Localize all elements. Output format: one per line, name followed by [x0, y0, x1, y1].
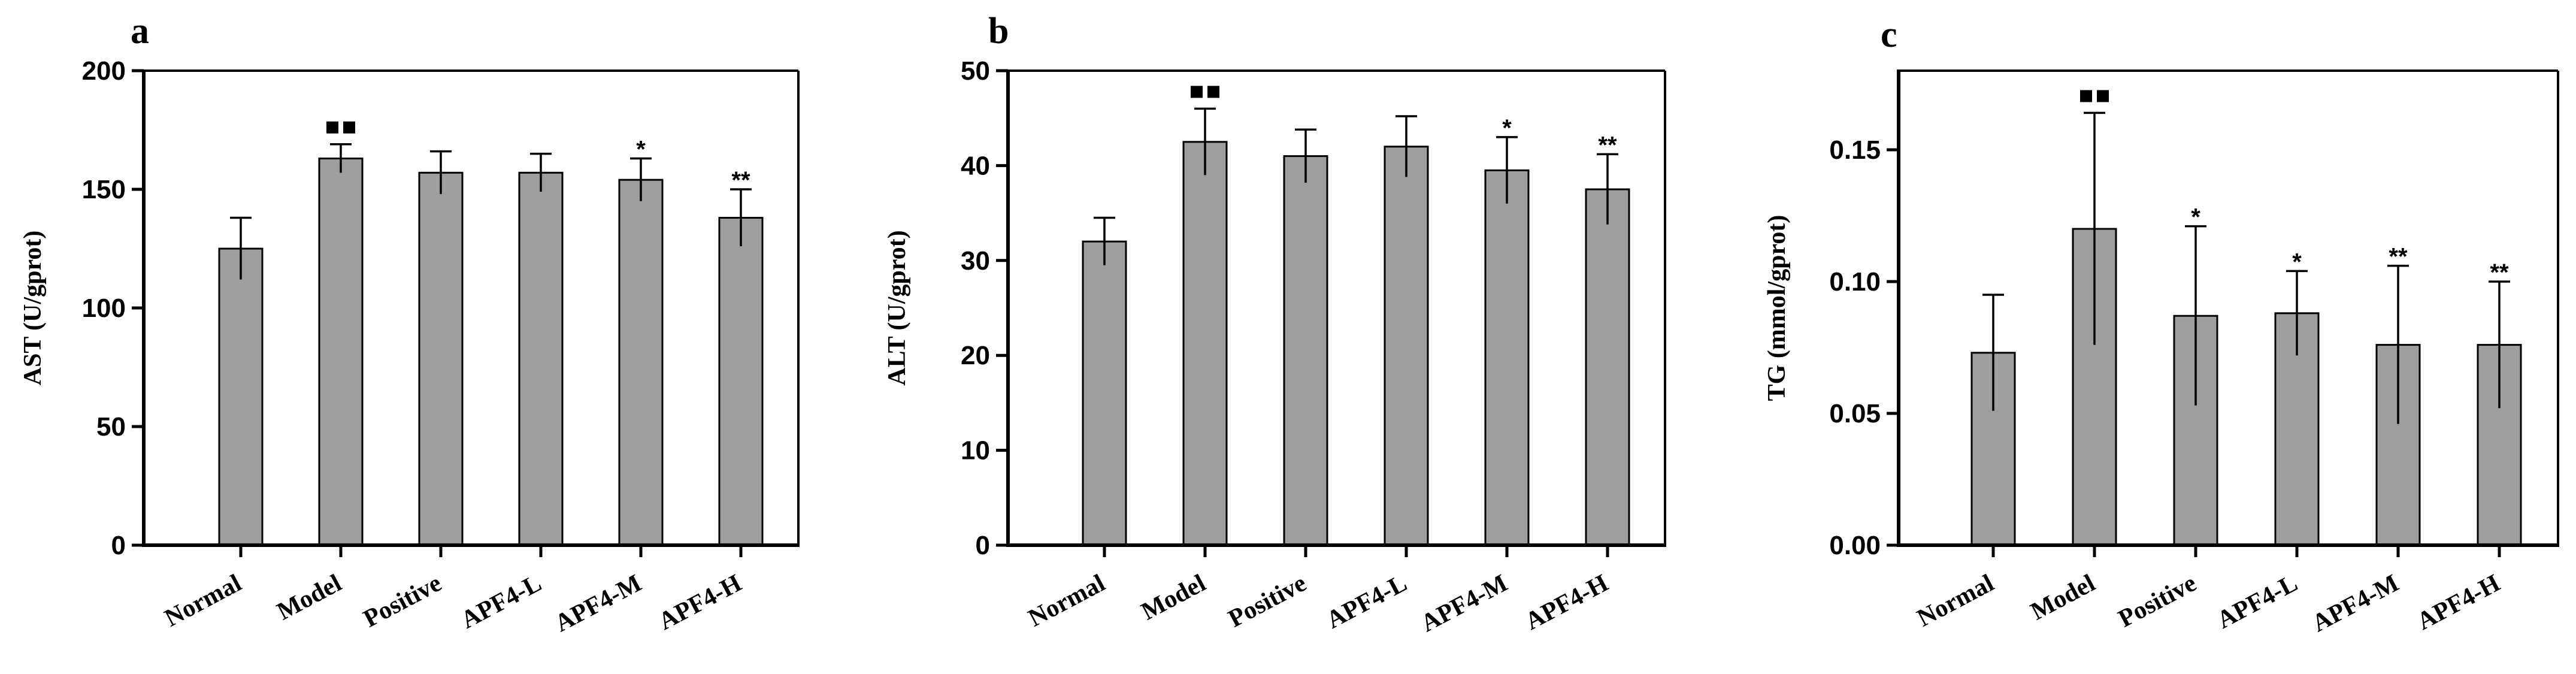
x-tick-label: Normal	[161, 569, 246, 632]
y-axis-title: AST (U/gprot)	[19, 231, 47, 386]
significance-label: **	[2490, 259, 2509, 286]
x-tick-label: APF4-M	[550, 569, 646, 637]
bar-apf4-m	[1484, 169, 1530, 546]
significance-label: **	[731, 167, 750, 194]
bar-positive	[418, 171, 464, 546]
y-tick-label: 40	[961, 151, 990, 180]
x-tick-label: Model	[1137, 569, 1210, 625]
x-tick-label: APF4-M	[2308, 569, 2404, 637]
panel-letter: b	[988, 11, 1009, 52]
x-tick-label: APF4-L	[2212, 569, 2302, 634]
x-tick-label: Normal	[1913, 569, 1999, 632]
y-tick-label: 200	[82, 56, 126, 86]
y-tick-label: 30	[961, 246, 990, 276]
x-tick-label: APF4-H	[1521, 569, 1612, 636]
y-tick-label: 20	[961, 341, 990, 370]
y-tick-label: 0	[976, 531, 990, 560]
bar-model	[318, 158, 364, 546]
y-tick-label: 10	[961, 436, 990, 466]
y-tick-label: 100	[82, 294, 126, 323]
y-tick-label: 0.10	[1829, 267, 1881, 297]
significance-square	[1207, 86, 1219, 98]
bar-positive	[1283, 155, 1328, 546]
y-tick-label: 0.15	[1829, 135, 1881, 165]
significance-label: *	[2292, 249, 2302, 275]
significance-marker	[2080, 90, 2109, 102]
x-tick-label: APF4-L	[456, 569, 546, 634]
x-tick-label: Model	[273, 569, 346, 625]
bar-apf4-l	[1384, 146, 1429, 546]
panel-letter: a	[131, 11, 149, 52]
significance-label: *	[2191, 204, 2200, 231]
significance-square	[2080, 90, 2092, 102]
bar-normal	[1082, 240, 1127, 546]
panel-letter: c	[1881, 14, 1897, 55]
bar-apf4-m	[618, 179, 664, 546]
y-tick-label: 0	[111, 531, 126, 560]
y-axis-title: TG (mmol/gprot)	[1763, 215, 1791, 401]
significance-label: **	[1598, 132, 1617, 158]
significance-square	[326, 121, 338, 134]
y-tick-label: 150	[82, 175, 126, 204]
bar-apf4-h	[718, 217, 764, 546]
significance-marker	[326, 121, 355, 134]
x-tick-label: APF4-M	[1416, 569, 1512, 637]
x-tick-label: Normal	[1024, 569, 1110, 632]
y-tick-label: 0.05	[1829, 399, 1881, 428]
x-tick-label: APF4-L	[1322, 569, 1411, 634]
y-tick-label: 50	[961, 56, 990, 86]
significance-label: **	[2389, 244, 2408, 270]
significance-label: *	[636, 137, 646, 163]
x-tick-label: Positive	[2114, 569, 2201, 633]
x-tick-label: Model	[2026, 569, 2100, 625]
bar-normal	[218, 247, 264, 546]
significance-square	[2097, 90, 2109, 102]
y-tick-label: 0.00	[1829, 531, 1881, 560]
significance-label: *	[1502, 115, 1512, 141]
bar-apf4-l	[518, 171, 564, 546]
bar-apf4-h	[1585, 188, 1630, 546]
x-tick-label: APF4-H	[2412, 569, 2504, 636]
x-tick-label: Positive	[1224, 569, 1311, 633]
x-tick-label: APF4-H	[654, 569, 746, 636]
y-axis-title: ALT (U/gprot)	[883, 230, 911, 385]
panel-a: a Normal Model Positive APF4-L * APF4-M ** APF4-…	[19, 11, 800, 637]
y-tick-label: 50	[96, 412, 126, 442]
significance-square	[343, 121, 355, 134]
bar-model	[1182, 141, 1228, 546]
panel-b: b Normal Model Positive APF4-L * APF4-M ** APF4-…	[883, 11, 1666, 637]
significance-marker	[1191, 86, 1219, 98]
significance-square	[1191, 86, 1203, 98]
x-tick-label: Positive	[359, 569, 446, 633]
panel-c: c Normal Model * Positive * APF4-L ** APF4-M ** AP…	[1763, 14, 2559, 637]
